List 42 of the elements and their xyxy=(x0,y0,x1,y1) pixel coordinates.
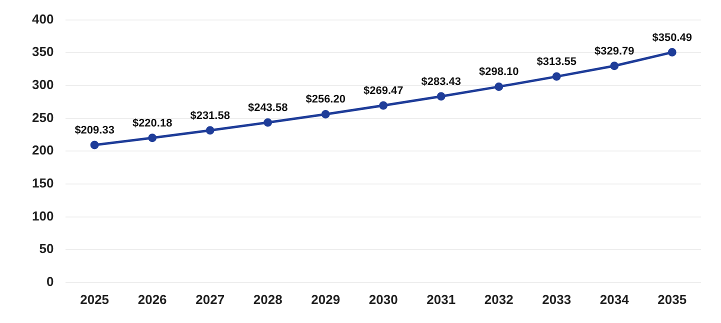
x-tick-label: 2033 xyxy=(542,292,572,307)
data-label: $209.33 xyxy=(74,124,114,137)
point xyxy=(379,101,388,110)
data-label: $231.58 xyxy=(190,110,230,122)
y-tick-label: 0 xyxy=(46,274,54,289)
point xyxy=(148,134,157,142)
data-label: $269.47 xyxy=(363,85,404,98)
x-tick-label: 2031 xyxy=(426,292,456,307)
y-tick-label: 400 xyxy=(32,11,54,26)
point xyxy=(90,140,99,150)
point xyxy=(264,118,272,127)
x-tick-label: 2027 xyxy=(196,292,225,307)
y-tick-label: 150 xyxy=(32,176,54,191)
y-tick-label: 100 xyxy=(32,208,54,224)
point xyxy=(668,48,676,57)
x-tick-label: 2035 xyxy=(658,292,687,307)
data-label: $313.55 xyxy=(536,56,576,68)
x-tick-label: 2029 xyxy=(311,292,340,307)
x-tick-label: 2034 xyxy=(600,292,630,307)
data-label: $298.10 xyxy=(478,66,519,78)
point xyxy=(552,72,561,81)
y-tick-label: 350 xyxy=(32,44,54,60)
data-label: $350.49 xyxy=(652,32,692,44)
x-tick-label: 2028 xyxy=(253,292,282,307)
data-label: $329.79 xyxy=(594,45,634,58)
y-tick-label: 50 xyxy=(39,241,54,256)
data-label: $283.43 xyxy=(421,76,461,88)
y-tick-label: 250 xyxy=(32,110,54,125)
y-tick-label: 200 xyxy=(32,142,54,158)
point xyxy=(494,82,504,91)
x-tick-label: 2032 xyxy=(484,292,514,307)
x-tick-label: 2026 xyxy=(138,292,167,307)
x-tick-label: 2025 xyxy=(80,292,110,307)
data-label: $256.20 xyxy=(306,94,346,106)
data-label: $243.58 xyxy=(248,102,288,114)
point xyxy=(321,110,330,118)
y-tick-label: 300 xyxy=(32,77,54,92)
point xyxy=(436,92,446,101)
data-label: $220.18 xyxy=(132,117,172,130)
x-tick-label: 2030 xyxy=(368,292,398,307)
point xyxy=(610,62,619,70)
point xyxy=(206,126,214,135)
